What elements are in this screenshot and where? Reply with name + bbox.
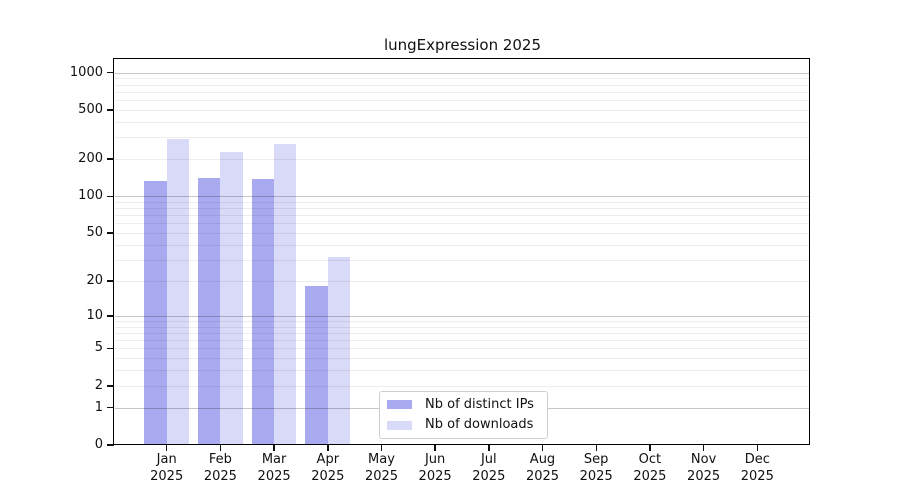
x-tick-label-sep-2025: Sep 2025: [579, 452, 613, 484]
y-axis-tick-label: 200: [78, 151, 103, 167]
y-axis-tick-label: 20: [86, 272, 103, 288]
x-tick-label-aug-2025: Aug 2025: [525, 452, 560, 484]
x-axis-tick: [219, 445, 222, 451]
y-axis-tick-label: 500: [78, 102, 103, 117]
minor-gridline: [115, 358, 809, 360]
y-axis-tick: [107, 347, 114, 350]
legend-swatch-distinct-ips-icon: [387, 400, 412, 410]
y-axis-tick: [107, 158, 114, 160]
x-axis-tick: [273, 445, 275, 451]
x-tick-label-jul-2025: Jul 2025: [472, 452, 506, 484]
bar-distinct-ips-feb-2025: [198, 178, 221, 445]
y-axis-tick-label: 10: [86, 307, 103, 323]
minor-gridline: [115, 100, 809, 102]
minor-gridline: [115, 121, 809, 123]
y-axis-tick: [107, 315, 114, 317]
y-axis-tick: [107, 232, 114, 234]
minor-gridline: [115, 78, 809, 80]
legend: Nb of distinct IPs Nb of downloads: [379, 391, 548, 439]
minor-gridline: [115, 110, 809, 111]
minor-gridline: [115, 320, 809, 322]
x-tick-label-nov-2025: Nov 2025: [687, 452, 721, 484]
x-axis-tick: [434, 445, 436, 451]
y-axis-tick-label: 100: [78, 188, 103, 204]
x-tick-label-apr-2025: Apr 2025: [311, 452, 345, 484]
major-gridline: [115, 315, 809, 317]
bar-distinct-ips-jan-2025: [144, 181, 167, 445]
y-axis-tick: [107, 109, 114, 111]
x-axis-tick: [488, 445, 490, 451]
y-axis-tick-label: 1000: [69, 64, 103, 80]
y-axis-tick-label: 5: [94, 340, 103, 356]
x-axis-tick: [165, 445, 168, 451]
minor-gridline: [115, 208, 809, 210]
minor-gridline: [115, 348, 809, 350]
minor-gridline: [115, 233, 809, 235]
x-tick-label-may-2025: May 2025: [364, 452, 399, 484]
x-axis-tick: [649, 445, 651, 451]
legend-item-distinct-ips: Nb of distinct IPs: [387, 395, 541, 415]
bar-downloads-jan-2025: [166, 139, 190, 445]
minor-gridline: [115, 332, 809, 334]
x-axis-tick: [595, 445, 597, 451]
x-axis-tick: [702, 445, 705, 451]
x-axis-tick: [327, 445, 329, 451]
x-tick-label-dec-2025: Dec 2025: [740, 452, 774, 484]
minor-gridline: [115, 159, 809, 161]
minor-gridline: [115, 84, 809, 86]
y-axis-tick: [107, 385, 114, 387]
legend-label-distinct-ips: Nb of distinct IPs: [425, 396, 534, 412]
y-axis-tick-label: 50: [86, 225, 103, 241]
minor-gridline: [115, 385, 809, 387]
x-tick-label-oct-2025: Oct 2025: [633, 452, 667, 484]
y-axis-tick: [107, 444, 114, 446]
bar-distinct-ips-mar-2025: [251, 179, 275, 445]
x-tick-label-jun-2025: Jun 2025: [418, 452, 452, 484]
minor-gridline: [115, 259, 809, 261]
legend-item-downloads: Nb of downloads: [387, 415, 541, 435]
x-tick-label-jan-2025: Jan 2025: [150, 452, 184, 484]
bar-downloads-feb-2025: [220, 152, 243, 445]
y-axis-tick: [107, 406, 114, 409]
x-axis-tick: [380, 445, 383, 451]
legend-label-downloads: Nb of downloads: [425, 417, 534, 433]
minor-gridline: [115, 370, 809, 372]
y-axis-tick: [107, 280, 114, 282]
y-axis-tick-label: 2: [94, 377, 103, 393]
minor-gridline: [115, 91, 809, 93]
minor-gridline: [115, 326, 809, 328]
minor-gridline: [115, 215, 809, 217]
x-tick-label-mar-2025: Mar 2025: [257, 452, 291, 484]
minor-gridline: [115, 223, 809, 225]
x-tick-label-feb-2025: Feb 2025: [203, 452, 237, 484]
y-axis-tick-label: 1: [94, 399, 103, 415]
minor-gridline: [115, 137, 809, 139]
minor-gridline: [115, 244, 809, 246]
minor-gridline: [115, 340, 809, 342]
y-axis-tick: [107, 71, 114, 74]
x-axis-tick: [541, 445, 544, 451]
x-axis-tick: [756, 445, 758, 451]
major-gridline: [115, 196, 809, 198]
minor-gridline: [115, 201, 809, 203]
bar-downloads-apr-2025: [327, 256, 351, 445]
minor-gridline: [115, 280, 809, 282]
legend-swatch-downloads-icon: [387, 420, 412, 430]
bar-downloads-mar-2025: [274, 144, 297, 445]
chart-title: lungExpression 2025: [383, 36, 542, 54]
y-axis-tick: [107, 195, 114, 197]
bar-distinct-ips-apr-2025: [305, 286, 328, 445]
y-axis-tick-label: 0: [94, 437, 103, 452]
major-gridline: [115, 72, 809, 74]
